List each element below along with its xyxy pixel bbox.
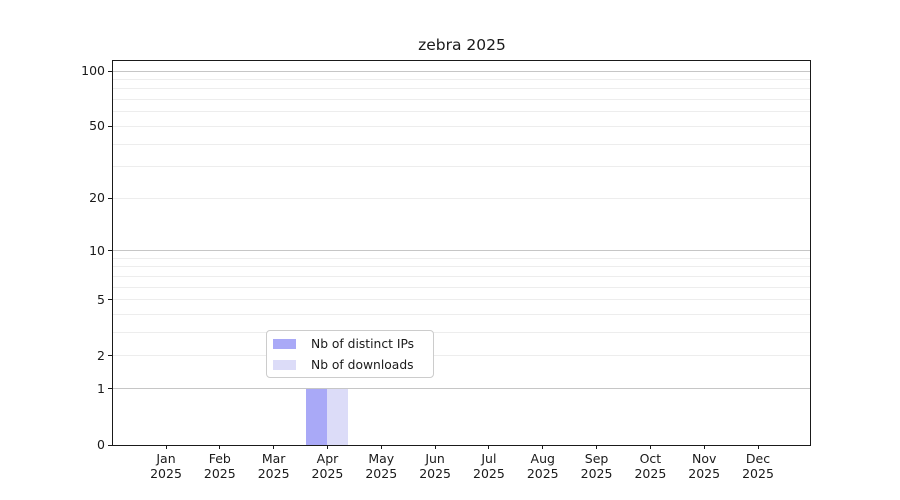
legend-swatch-distinct-ips [273, 338, 296, 349]
y-tick-label: 20 [89, 190, 105, 206]
minor-gridline [113, 99, 810, 101]
y-tick-mark [108, 197, 112, 199]
x-tick-mark [165, 445, 167, 449]
x-tick-mark [434, 445, 436, 449]
minor-gridline [113, 266, 810, 268]
minor-gridline [113, 111, 810, 113]
y-tick-mark [108, 355, 112, 357]
x-tick-label: Mar 2025 [257, 451, 290, 481]
x-tick-mark [649, 445, 651, 449]
minor-gridline [113, 332, 810, 334]
plot-area: 100 50 20 10 5 2 1 0 Jan 2025 Feb 2025 Mar 2025 Apr… [81, 60, 811, 481]
legend-item: Nb of downloads [273, 356, 427, 373]
x-tick-mark [219, 445, 221, 449]
x-tick-label: May 2025 [365, 451, 398, 481]
y-tick-label: 2 [97, 347, 105, 363]
minor-gridline [113, 166, 810, 168]
bar-distinct-ips [306, 388, 328, 445]
minor-gridline [113, 257, 810, 259]
y-tick-label: 100 [81, 63, 105, 78]
y-tick-mark [108, 250, 112, 252]
y-tick-label: 1 [97, 380, 105, 396]
legend: Nb of distinct IPs Nb of downloads [266, 330, 434, 378]
y-tick-label: 10 [89, 242, 105, 258]
x-tick-label: Sep 2025 [580, 451, 613, 481]
x-tick-label: Jun 2025 [419, 451, 451, 481]
minor-gridline [113, 143, 810, 145]
y-tick-mark [108, 388, 112, 390]
x-tick-label: Oct 2025 [634, 451, 667, 481]
x-tick-mark [703, 445, 705, 449]
minor-gridline [113, 286, 810, 288]
minor-gridline [113, 275, 810, 277]
major-gridline [113, 388, 810, 390]
minor-gridline [113, 299, 810, 301]
x-tick-label: Feb 2025 [203, 451, 236, 481]
legend-item: Nb of distinct IPs [273, 335, 427, 352]
bar-downloads [327, 388, 349, 445]
y-tick-label: 0 [97, 437, 105, 452]
y-tick-mark [108, 299, 112, 301]
x-tick-label: Nov 2025 [688, 451, 721, 481]
minor-gridline [113, 78, 810, 80]
y-tick-label: 50 [89, 118, 105, 134]
x-tick-mark [488, 445, 490, 449]
minor-gridline [113, 314, 810, 316]
x-tick-mark [757, 445, 759, 449]
y-tick-label: 5 [97, 291, 105, 307]
y-tick-mark [108, 125, 112, 127]
x-tick-label: Jul 2025 [473, 451, 505, 481]
x-tick-label: Dec 2025 [742, 451, 774, 481]
x-tick-mark [273, 445, 275, 449]
x-tick-mark [380, 445, 382, 449]
major-gridline [113, 70, 810, 72]
legend-swatch-downloads [273, 359, 296, 370]
minor-gridline [113, 197, 810, 199]
x-tick-mark [326, 445, 328, 449]
x-tick-label: Jan 2025 [150, 451, 182, 481]
x-tick-mark [596, 445, 598, 449]
x-tick-label: Aug 2025 [526, 451, 559, 481]
x-tick-label: Apr 2025 [311, 451, 344, 481]
legend-label: Nb of distinct IPs [311, 336, 415, 351]
y-tick-mark [108, 70, 112, 72]
chart-title: zebra 2025 [418, 36, 506, 54]
minor-gridline [113, 125, 810, 127]
x-tick-mark [542, 445, 544, 449]
legend-label: Nb of downloads [311, 357, 414, 372]
minor-gridline [113, 88, 810, 90]
major-gridline [113, 250, 810, 252]
minor-gridline [113, 355, 810, 357]
y-tick-mark [108, 444, 112, 446]
